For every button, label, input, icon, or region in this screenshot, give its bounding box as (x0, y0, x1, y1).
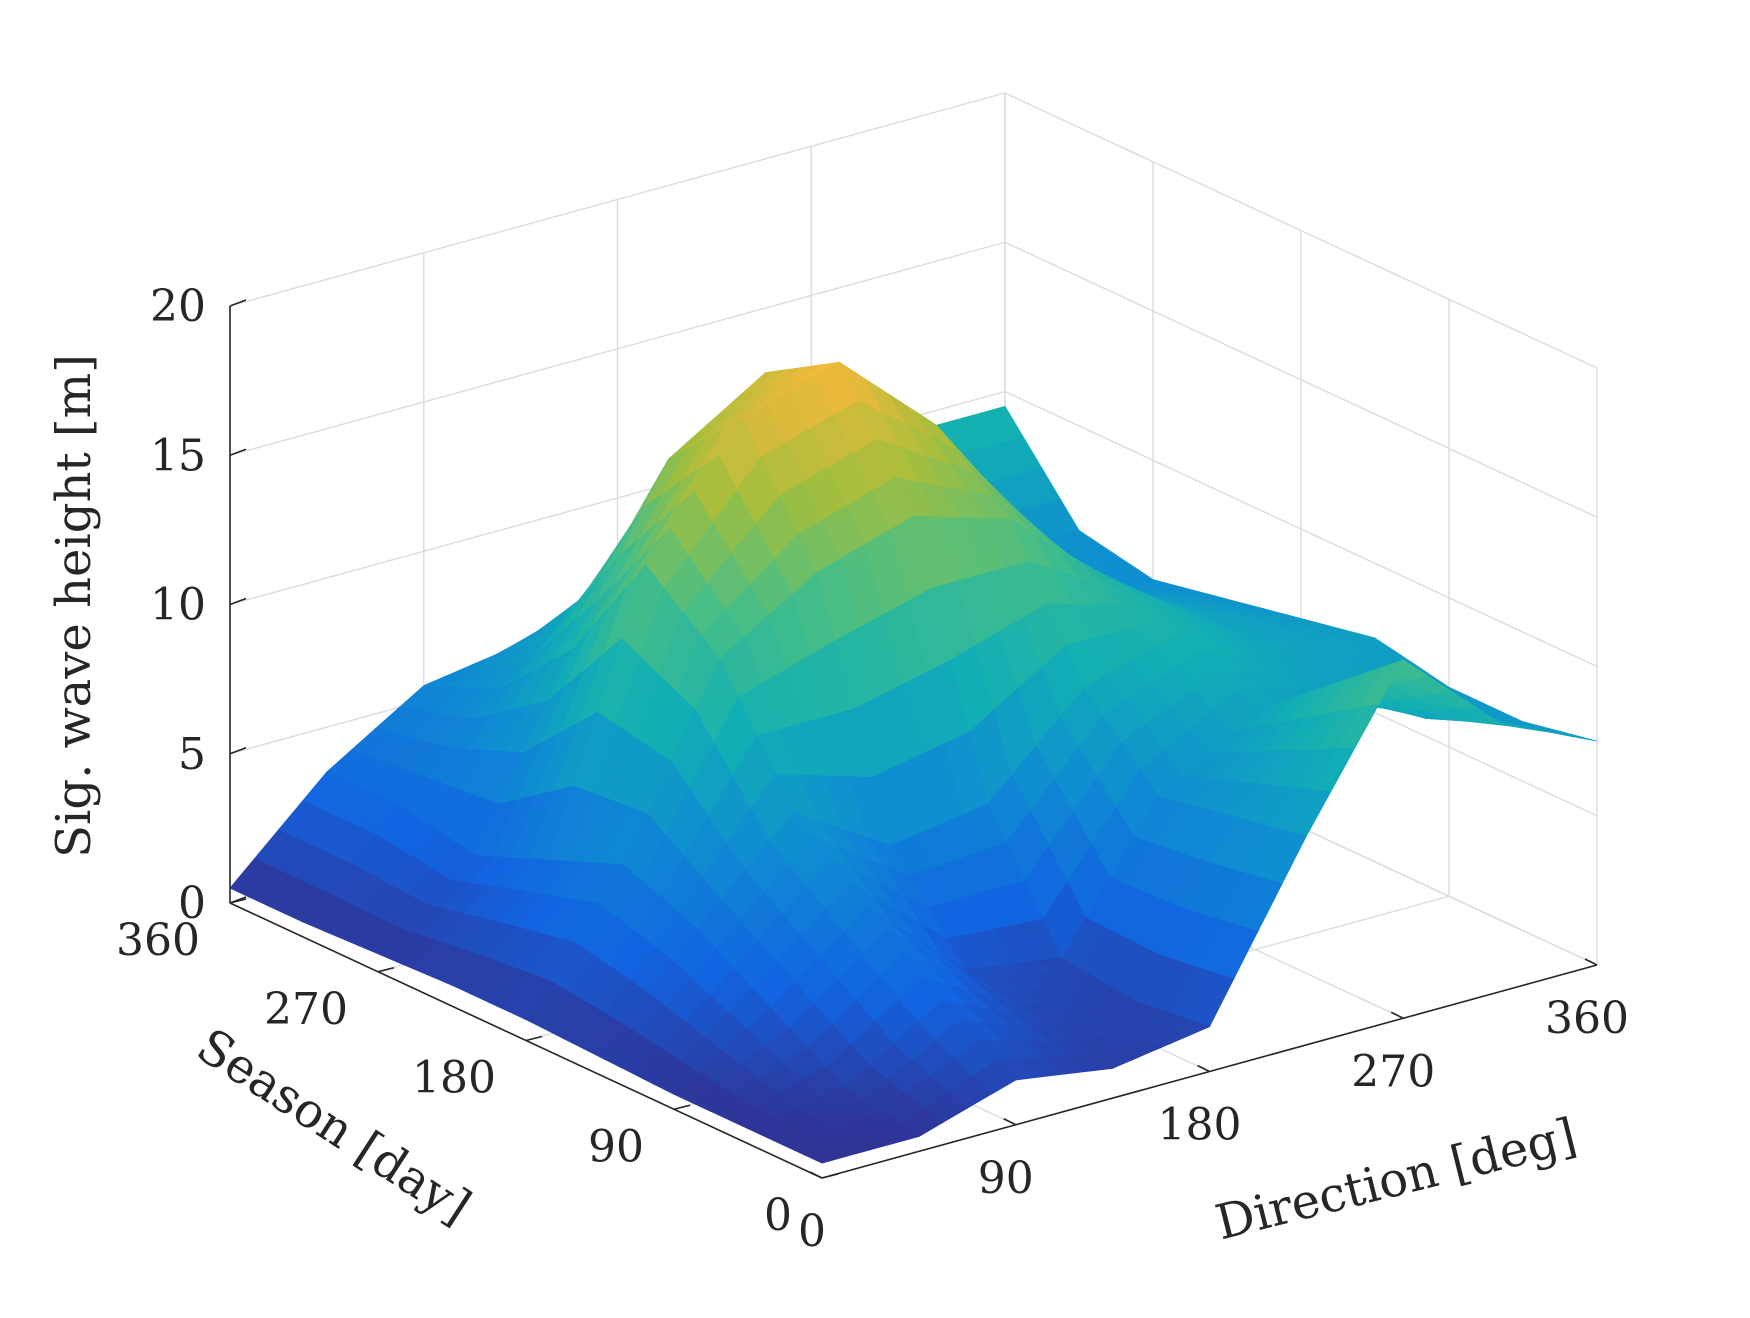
y-axis-label: Season [day] (187, 1018, 480, 1236)
z-tick-label: 5 (178, 729, 206, 780)
x-tick-label: 180 (1158, 1100, 1242, 1151)
x-tick-label: 360 (1545, 993, 1629, 1044)
x-tick-label: 270 (1351, 1046, 1435, 1097)
surface-layer (229, 361, 1598, 1164)
x-tick-label: 0 (798, 1206, 826, 1257)
surface-patch (802, 1146, 848, 1164)
x-tick (1584, 958, 1598, 966)
y-tick-label: 90 (588, 1121, 644, 1172)
y-tick (525, 1035, 543, 1042)
y-tick-label: 0 (764, 1190, 792, 1241)
x-tick (1390, 1011, 1404, 1019)
z-tick (229, 896, 247, 904)
x-tick (809, 1171, 823, 1179)
z-tick (229, 597, 247, 606)
z-tick (229, 448, 247, 456)
x-tick (1197, 1064, 1210, 1073)
z-tick-label: 15 (150, 430, 206, 481)
y-tick-label: 360 (116, 915, 200, 966)
z-tick (229, 747, 247, 755)
z-axis-label: Sig. wave height [m] (46, 354, 102, 858)
y-tick (377, 966, 395, 973)
y-tick (673, 1104, 691, 1111)
x-axis-label: Direction [deg] (1210, 1108, 1582, 1252)
y-tick (821, 1173, 839, 1179)
y-tick-label: 180 (412, 1053, 496, 1104)
z-tick (229, 299, 247, 307)
x-tick-label: 90 (978, 1153, 1034, 1204)
z-tick-label: 20 (150, 281, 206, 332)
y-tick-label: 270 (264, 984, 348, 1035)
z-tick-label: 0 (178, 878, 206, 929)
x-tick (1003, 1118, 1017, 1126)
z-tick-label: 10 (150, 580, 206, 631)
